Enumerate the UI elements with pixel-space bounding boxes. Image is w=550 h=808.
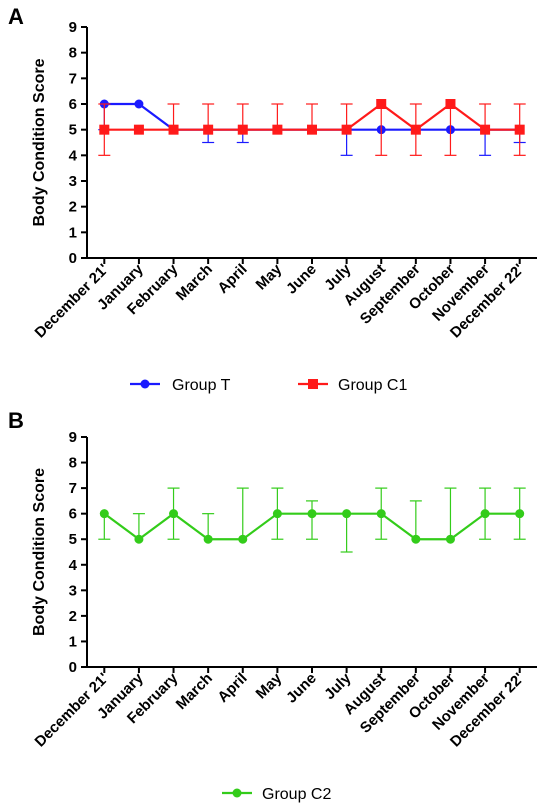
y-tick-label: 0 (69, 250, 77, 267)
data-point (169, 509, 179, 519)
x-category-label: April (214, 261, 250, 297)
legend-marker (232, 788, 242, 798)
y-tick-label: 9 (69, 19, 77, 36)
y-tick-label: 6 (69, 96, 77, 113)
x-category-label: May (253, 260, 286, 293)
legend-label: Group C1 (338, 377, 407, 394)
data-point (307, 509, 317, 519)
legend-item: Group C1 (298, 377, 407, 394)
data-point (515, 509, 525, 519)
data-point (480, 509, 490, 519)
data-point (376, 99, 387, 109)
y-tick-label: 1 (69, 224, 77, 241)
data-point (342, 509, 352, 519)
data-point (514, 124, 525, 135)
series-group-c1 (98, 99, 526, 156)
data-point (99, 509, 109, 519)
data-point (134, 99, 144, 109)
y-tick-label: 8 (69, 45, 77, 62)
y-tick-label: 2 (69, 608, 77, 625)
y-axis-title: Body Condition Score (31, 468, 48, 636)
x-category-label: April (214, 670, 250, 706)
y-tick-label: 9 (69, 429, 77, 446)
panel-letter: A (8, 4, 24, 29)
data-point (341, 124, 352, 135)
data-point (272, 509, 282, 519)
y-tick-label: 8 (69, 455, 77, 472)
x-category-label: March (173, 261, 216, 304)
y-tick-label: 7 (69, 70, 77, 87)
data-point (237, 124, 248, 135)
legend-marker (308, 379, 318, 389)
legend-label: Group T (172, 377, 231, 394)
panel-letter: B (8, 408, 24, 433)
y-axis-title: Body Condition Score (31, 58, 48, 226)
data-point (203, 124, 214, 135)
data-point (238, 534, 248, 544)
y-tick-label: 3 (69, 173, 77, 190)
x-category-label: June (283, 670, 320, 707)
series-group-c2 (98, 487, 526, 553)
data-point (445, 99, 456, 109)
y-tick-label: 4 (69, 557, 78, 574)
data-point (134, 534, 144, 544)
y-tick-label: 5 (69, 122, 77, 139)
y-tick-label: 5 (69, 531, 77, 548)
data-point (272, 124, 283, 135)
x-category-label: March (173, 670, 216, 713)
y-tick-label: 4 (69, 147, 78, 164)
data-point (133, 124, 144, 135)
y-tick-label: 3 (69, 582, 77, 599)
data-point (411, 534, 421, 544)
legend-item: Group C2 (222, 786, 331, 803)
y-tick-label: 0 (69, 659, 77, 676)
data-point (445, 534, 455, 544)
data-point (410, 124, 421, 135)
data-point (376, 509, 386, 519)
y-tick-label: 1 (69, 633, 77, 650)
legend-marker (140, 379, 150, 389)
y-tick-label: 2 (69, 199, 77, 216)
data-point (203, 534, 213, 544)
x-category-label: May (253, 669, 286, 702)
legend-item: Group T (130, 377, 231, 394)
data-point (307, 124, 317, 135)
y-tick-label: 7 (69, 480, 77, 497)
x-category-label: June (283, 261, 320, 298)
legend-label: Group C2 (262, 786, 331, 803)
data-point (99, 124, 110, 135)
data-point (168, 124, 179, 135)
data-point (480, 124, 491, 135)
y-tick-label: 6 (69, 506, 77, 523)
